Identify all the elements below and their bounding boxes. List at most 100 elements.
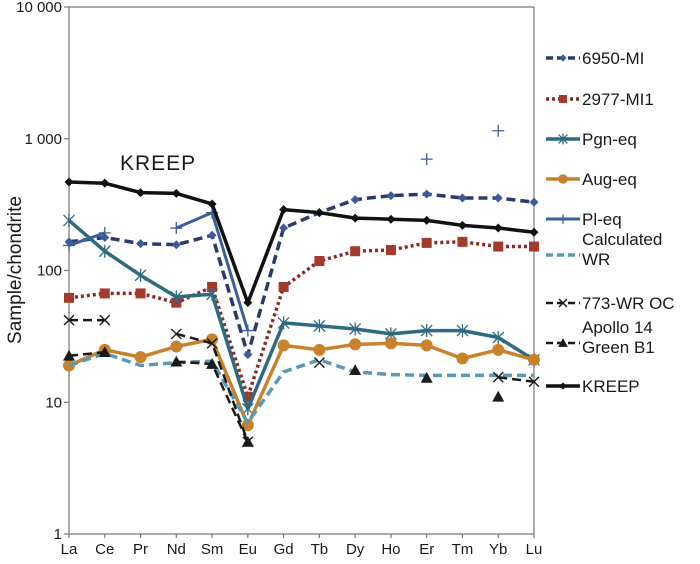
y-tick-label: 100	[37, 263, 62, 280]
data-point-773-wr-oc-sm	[206, 337, 218, 349]
data-point-kreep-tb	[314, 208, 324, 218]
data-point-kreep-sm	[207, 199, 217, 209]
legend-label-calculated-wr: WR	[582, 250, 610, 269]
plot-frame	[68, 6, 535, 535]
data-point-aug-eq-la	[63, 359, 75, 372]
data-point-pgn-eq-pr	[134, 268, 147, 282]
legend-item-aug-eq: Aug-eq	[546, 170, 637, 189]
data-point-pgn-eq-tb	[313, 319, 326, 333]
x-tick-label-tb: Tb	[311, 541, 329, 558]
data-point-pgn-eq-nd	[170, 290, 183, 304]
data-point-6950-mi-eu	[243, 350, 253, 360]
data-point-aug-eq-lu	[528, 353, 540, 366]
data-point-6950-mi-tm	[457, 193, 467, 203]
legend-label-773-wr-oc: 773-WR OC	[582, 294, 675, 313]
data-point-2977-mi1-yb	[493, 241, 504, 252]
series-line-kreep	[68, 180, 535, 305]
legend-marker-pgn-eq	[558, 133, 568, 145]
legend-label-apollo-14-green-b1: Apollo 14	[582, 318, 653, 337]
data-point-6950-mi-sm	[207, 230, 217, 240]
data-point-773-wr-oc-tb	[313, 357, 325, 369]
data-point-apollo-14-green-b1-ce	[98, 346, 111, 357]
data-point-apollo-14-green-b1-dy	[349, 364, 362, 376]
data-point-apollo-14-green-b1-eu	[241, 435, 254, 447]
x-tick-label-gd: Gd	[274, 541, 294, 558]
legend-item-773-wr-oc: 773-WR OC	[546, 294, 675, 313]
legend-label-calculated-wr: Calculated	[582, 230, 662, 249]
legend-marker-6950-mi	[559, 54, 567, 62]
data-point-2977-mi1-lu	[529, 241, 539, 252]
data-point-pl-eq-yb	[492, 124, 505, 137]
legend-marker-kreep	[559, 382, 567, 390]
legend-marker-773-wr-oc	[558, 298, 568, 308]
data-point-kreep-eu	[243, 298, 253, 308]
series-line-apollo-14-green-b1	[68, 350, 105, 358]
series-pgn-eq	[63, 213, 540, 416]
data-point-pgn-eq-dy	[349, 322, 362, 336]
data-point-apollo-14-green-b1-nd	[170, 355, 183, 367]
x-tick-label-yb: Yb	[489, 541, 507, 558]
data-point-pl-eq-ce	[98, 226, 111, 239]
x-tick-label-tm: Tm	[452, 541, 474, 558]
data-point-pl-eq-eu	[241, 324, 254, 337]
data-point-aug-eq-gd	[277, 339, 290, 352]
x-tick-label-sm: Sm	[201, 541, 224, 558]
data-point-aug-eq-ho	[384, 337, 397, 350]
series-line-aug-eq	[68, 337, 535, 427]
y-axis: 1 10 100 1 000 10 000	[16, 0, 69, 543]
data-point-pgn-eq-sm	[206, 287, 219, 301]
data-point-kreep-pr	[136, 188, 146, 198]
data-point-pl-eq-la	[63, 239, 75, 252]
data-point-773-wr-oc-lu	[528, 376, 540, 388]
x-tick-label-eu: Eu	[239, 541, 257, 558]
y-axis-title: Sample/chondrite	[5, 196, 26, 344]
data-point-kreep-ce	[100, 178, 110, 188]
data-point-pgn-eq-la	[63, 213, 75, 227]
data-point-pl-eq-nd	[170, 222, 183, 235]
legend-marker-pl-eq	[558, 214, 568, 224]
data-point-6950-mi-gd	[279, 223, 289, 233]
data-point-aug-eq-dy	[349, 338, 362, 351]
x-tick-label-la: La	[61, 541, 78, 558]
legend-label-pgn-eq: Pgn-eq	[582, 130, 637, 149]
data-point-aug-eq-tm	[456, 352, 469, 365]
legend-label-apollo-14-green-b1: Green B1	[582, 338, 655, 357]
data-point-6950-mi-nd	[171, 240, 181, 250]
legend-marker-2977-mi1	[559, 95, 567, 103]
legend-marker-apollo-14-green-b1	[558, 338, 568, 347]
data-point-pgn-eq-er	[420, 324, 433, 338]
data-point-aug-eq-er	[420, 339, 433, 352]
data-point-kreep-er	[422, 215, 432, 225]
data-point-aug-eq-tb	[313, 343, 326, 356]
data-point-773-wr-oc-yb	[492, 371, 504, 383]
y-tick-label: 10	[45, 394, 62, 411]
legend-label-2977-mi1: 2977-MI1	[582, 90, 654, 109]
data-point-kreep-nd	[171, 188, 181, 198]
annotation-kreep: KREEP	[120, 152, 196, 175]
x-tick-label-ce: Ce	[95, 541, 114, 558]
data-point-kreep-la	[64, 177, 74, 187]
data-point-kreep-dy	[350, 213, 360, 223]
series-line-pl-eq	[68, 231, 106, 247]
x-tick-label-pr: Pr	[133, 541, 148, 558]
x-tick-label-ho: Ho	[381, 541, 400, 558]
data-point-2977-mi1-ho	[385, 245, 396, 256]
data-point-2977-mi1-er	[421, 237, 432, 248]
legend-label-kreep: KREEP	[582, 377, 640, 396]
data-point-pgn-eq-tm	[456, 324, 469, 338]
legend-item-kreep: KREEP	[546, 377, 640, 396]
x-tick-label-er: Er	[419, 541, 434, 558]
legend-item-2977-mi1: 2977-MI1	[546, 90, 654, 109]
series-apollo-14-green-b1	[63, 346, 505, 447]
data-point-2977-mi1-tm	[457, 236, 468, 247]
data-point-6950-mi-dy	[350, 195, 360, 205]
data-point-773-wr-oc-ce	[99, 314, 111, 326]
series-kreep	[64, 177, 539, 308]
series-pl-eq	[63, 124, 505, 337]
data-point-aug-eq-yb	[492, 343, 505, 356]
legend-label-aug-eq: Aug-eq	[582, 170, 637, 189]
data-point-6950-mi-ho	[386, 191, 396, 201]
